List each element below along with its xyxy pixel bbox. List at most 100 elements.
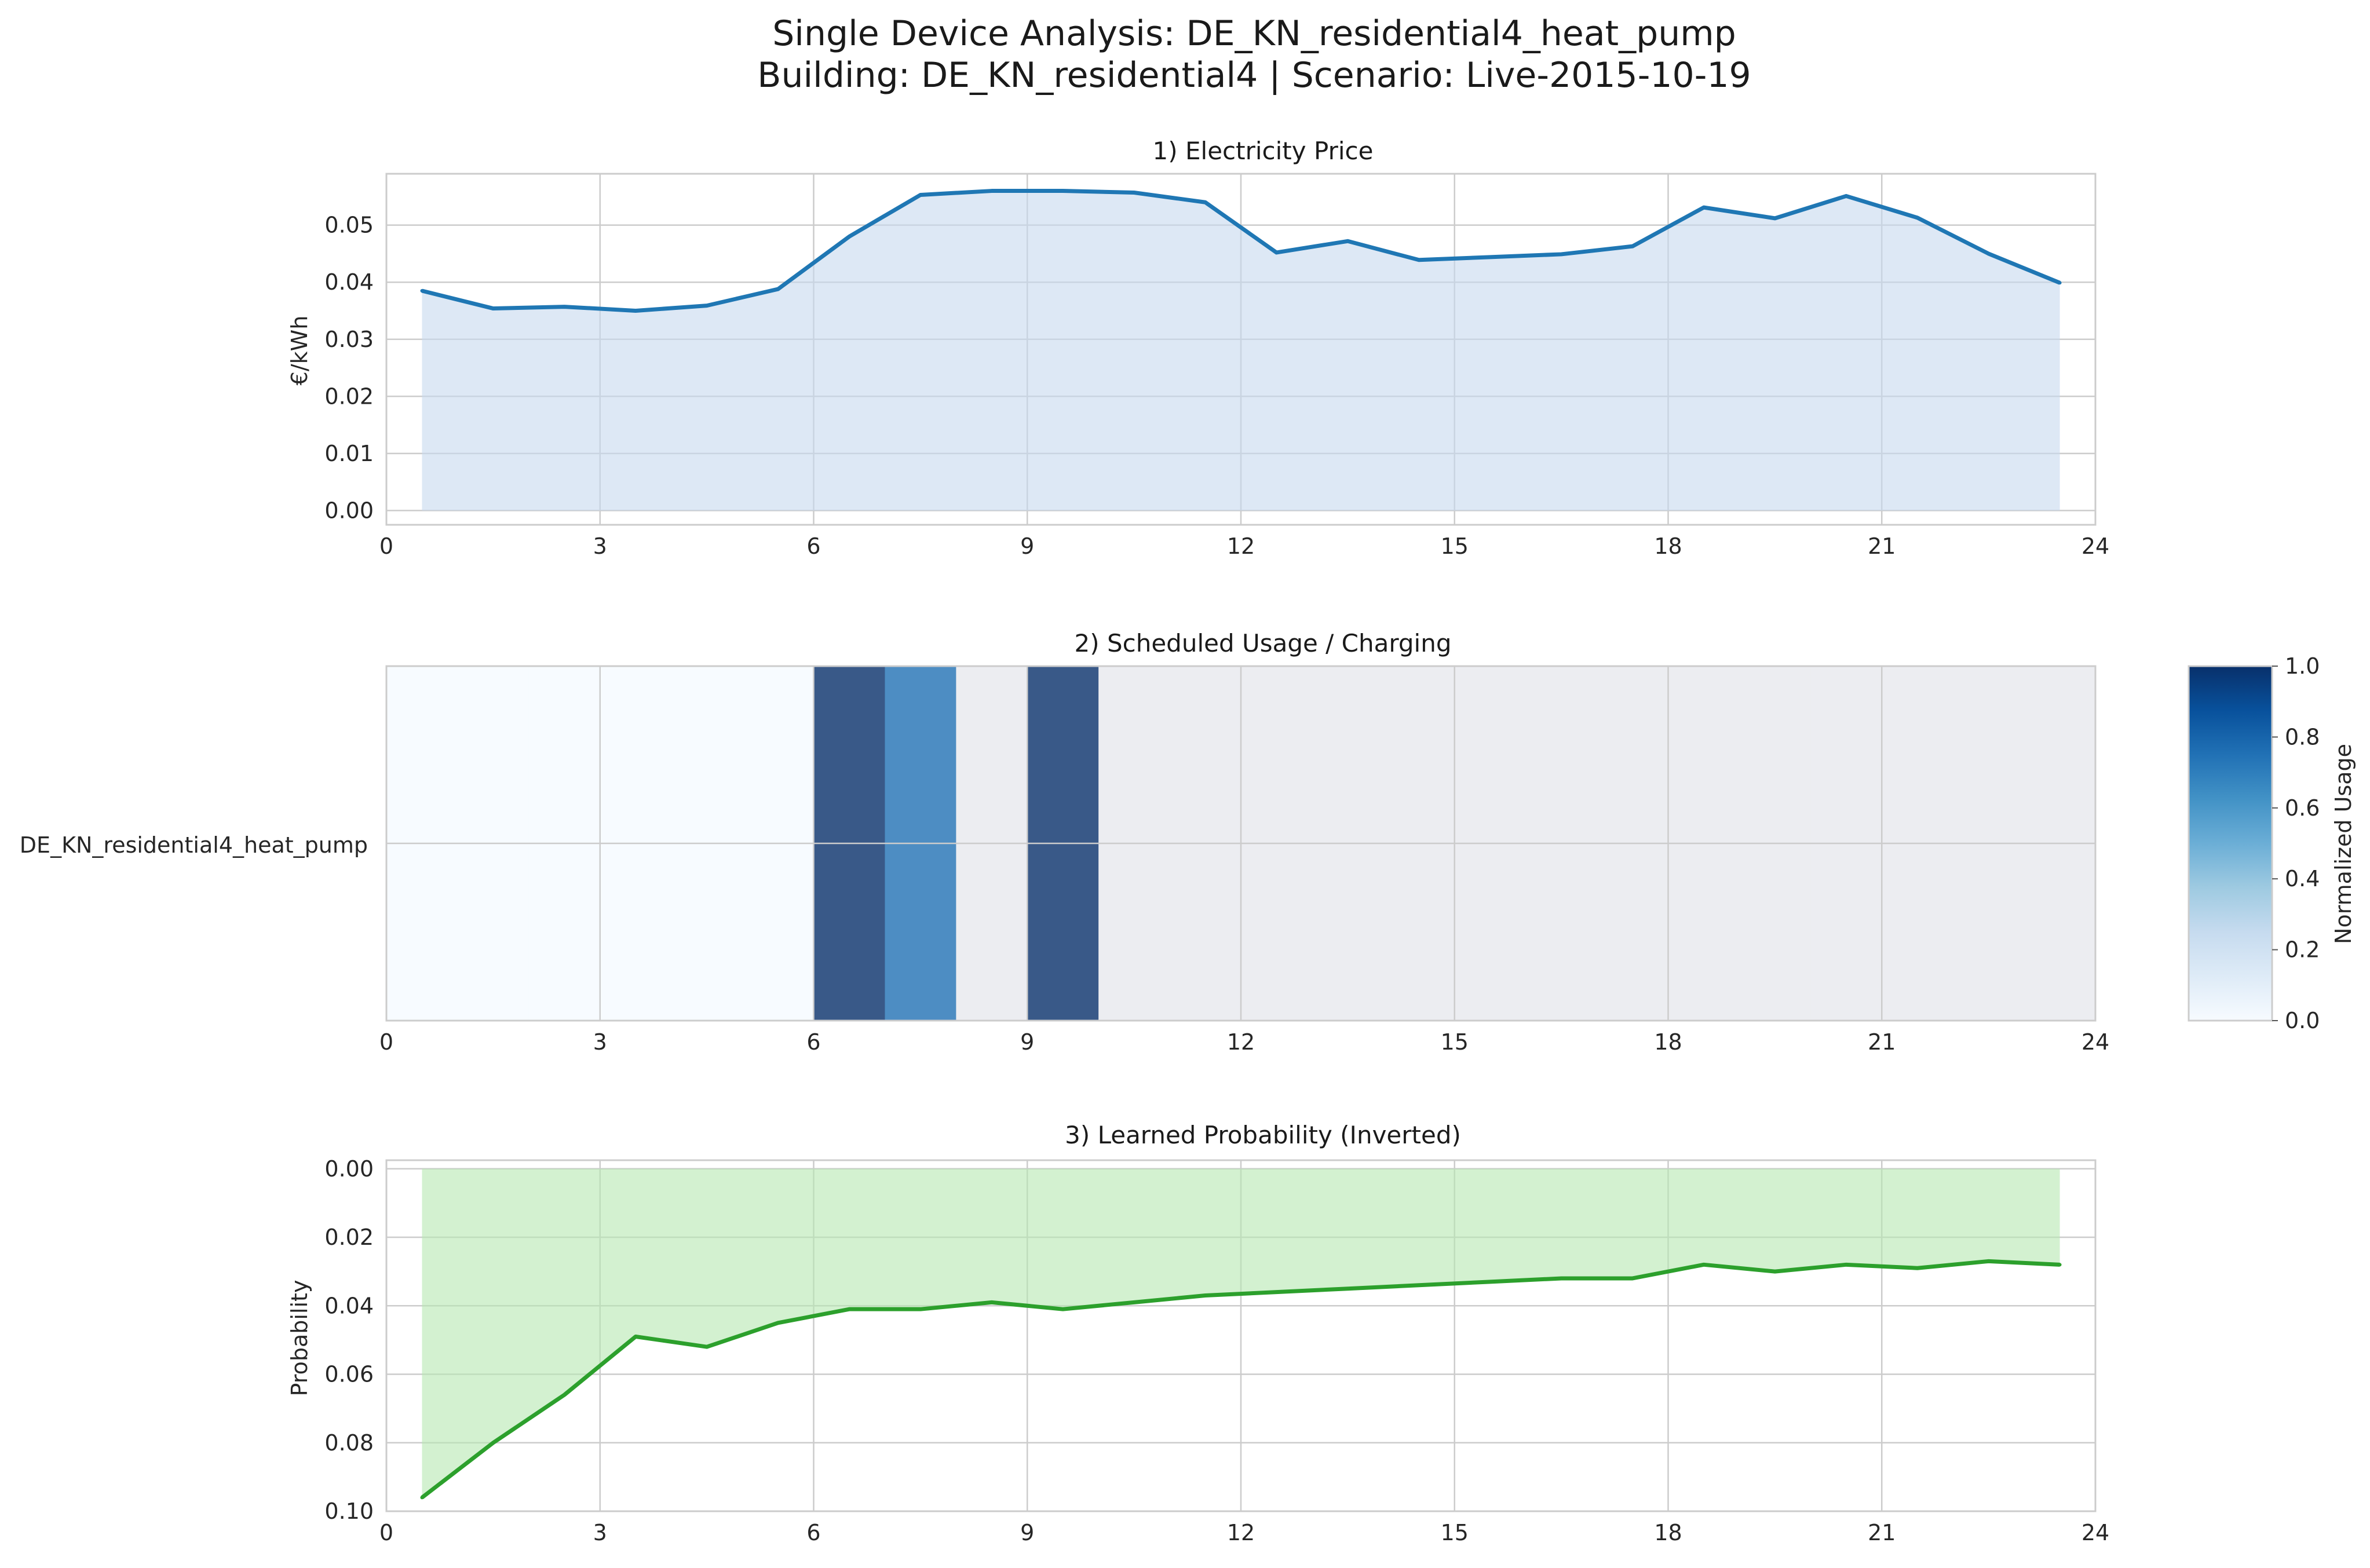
usage-panel: 2) Scheduled Usage / Charging 0 3 6 9 12 15 18…: [20, 629, 2356, 1055]
probability-area-fill: [422, 1168, 2060, 1498]
price-x-tick-label: 21: [1868, 533, 1896, 559]
usage-x-tick-label: 9: [1020, 1029, 1034, 1055]
colorbar-tick-label: 0.0: [2285, 1008, 2320, 1033]
colorbar-frame: [2188, 665, 2273, 1022]
probability-data-point: [1915, 1266, 1919, 1270]
figure-title-line1: Single Device Analysis: DE_KN_residentia…: [772, 13, 1736, 54]
probability-data-point: [989, 1300, 994, 1304]
probability-y-tick-label: 0.02: [324, 1225, 374, 1250]
probability-data-point: [1203, 1293, 1207, 1297]
price-panel-title: 1) Electricity Price: [1153, 137, 1374, 165]
price-y-tick-label: 0.02: [324, 383, 374, 409]
probability-series-line: [421, 1259, 2060, 1500]
price-y-tick-label: 0.01: [324, 441, 374, 466]
price-data-point: [1701, 206, 1706, 210]
usage-x-tick-label: 0: [379, 1029, 393, 1055]
price-data-point: [1773, 216, 1777, 220]
probability-y-tick-label: 0.04: [324, 1293, 374, 1318]
probability-data-point: [1773, 1270, 1777, 1274]
probability-y-tick-label: 0.08: [324, 1430, 374, 1456]
probability-y-tick-label: 0.10: [324, 1498, 374, 1524]
colorbar-label: Normalized Usage: [2331, 744, 2356, 944]
probability-x-tick-label: 18: [1654, 1520, 1682, 1545]
price-y-tick-label: 0.04: [324, 269, 374, 295]
price-area-fill: [422, 191, 2060, 511]
price-y-tick-label: 0.03: [324, 327, 374, 352]
price-data-point: [1488, 255, 1492, 259]
probability-y-axis-label: Probability: [287, 1280, 312, 1397]
price-data-point: [1560, 252, 1564, 256]
heatmap-row-label: DE_KN_residential4_heat_pump: [20, 832, 368, 858]
price-panel: 1) Electricity Price 0.00 0.01 0.02 0.03 0.0…: [287, 137, 2109, 559]
price-data-point: [776, 287, 780, 291]
price-x-tick-label: 9: [1020, 533, 1034, 559]
price-data-point: [2058, 281, 2062, 285]
price-y-axis-label: €/kWh: [287, 316, 312, 386]
probability-y-tick-label: 0.06: [324, 1362, 374, 1387]
probability-data-point: [1844, 1263, 1848, 1267]
colorbar: 0.0 0.2 0.4 0.6 0.8 1.0: [2188, 653, 2320, 1033]
probability-panel: 3) Learned Probability (Inverted) 0.00 0.…: [287, 1121, 2109, 1545]
probability-frame: [385, 1159, 2097, 1512]
probability-x-tick-label: 24: [2081, 1520, 2109, 1545]
price-x-tick-label: 15: [1441, 533, 1469, 559]
price-frame: [385, 173, 2097, 526]
price-data-point: [563, 305, 567, 309]
probability-panel-title: 3) Learned Probability (Inverted): [1065, 1121, 1461, 1149]
usage-x-tick-label: 3: [593, 1029, 607, 1055]
price-data-point: [705, 304, 709, 308]
probability-data-point: [1417, 1283, 1421, 1287]
usage-x-tick-label: 21: [1868, 1029, 1896, 1055]
price-x-tick-label: 3: [593, 533, 607, 559]
price-data-point: [1132, 191, 1136, 195]
price-x-tick-label: 18: [1654, 533, 1682, 559]
usage-frame: [385, 665, 2097, 1022]
colorbar-tick-label: 0.6: [2285, 795, 2320, 821]
probability-data-point: [2058, 1263, 2062, 1267]
price-data-point: [1844, 194, 1848, 198]
probability-data-point: [1631, 1276, 1635, 1280]
probability-data-point: [1701, 1263, 1706, 1267]
price-data-point: [491, 306, 495, 310]
probability-data-point: [420, 1496, 424, 1500]
price-series-line: [421, 189, 2061, 313]
probability-x-tick-label: 6: [806, 1520, 820, 1545]
probability-data-point: [1132, 1300, 1136, 1304]
usage-x-tick-label: 12: [1227, 1029, 1255, 1055]
usage-panel-title: 2) Scheduled Usage / Charging: [1075, 629, 1452, 657]
price-data-point: [634, 309, 638, 313]
colorbar-gradient: [2189, 666, 2272, 1021]
probability-data-point: [847, 1307, 851, 1311]
probability-data-point: [918, 1307, 922, 1311]
usage-x-tick-label: 15: [1441, 1029, 1469, 1055]
probability-y-tick-label: 0.00: [324, 1156, 374, 1182]
probability-data-point: [776, 1321, 780, 1325]
price-x-tick-label: 6: [806, 533, 820, 559]
probability-data-point: [1346, 1286, 1350, 1291]
price-data-point: [420, 289, 424, 293]
usage-x-tick-label: 24: [2081, 1029, 2109, 1055]
price-data-point: [1203, 200, 1207, 204]
price-y-tick-label: 0.00: [324, 498, 374, 523]
probability-plot-area: 0.00 0.02 0.04 0.06 0.08 0.100 3 6 9 12 15 18 21 24: [324, 1156, 2109, 1545]
probability-data-point: [634, 1335, 638, 1339]
price-data-point: [1986, 251, 1991, 255]
price-data-point: [1061, 189, 1065, 193]
price-data-point: [1346, 239, 1350, 243]
figure-title-line2: Building: DE_KN_residential4 | Scenario:…: [757, 55, 1751, 96]
probability-data-point: [1275, 1290, 1279, 1294]
probability-x-tick-label: 9: [1020, 1520, 1034, 1545]
usage-x-tick-label: 6: [806, 1029, 820, 1055]
usage-x-tick-label: 18: [1654, 1029, 1682, 1055]
probability-x-tick-label: 15: [1441, 1520, 1469, 1545]
probability-x-tick-label: 0: [379, 1520, 393, 1545]
probability-data-point: [1488, 1280, 1492, 1284]
price-plot-area: 0.00 0.01 0.02 0.03 0.04 0.05 0 3 6 9 12 15 18 21 24: [324, 173, 2109, 559]
price-x-tick-label: 24: [2081, 533, 2109, 559]
price-x-tick-label: 0: [379, 533, 393, 559]
price-data-point: [1631, 244, 1635, 248]
probability-data-point: [1560, 1276, 1564, 1280]
probability-data-point: [1061, 1307, 1065, 1311]
colorbar-tick-label: 0.8: [2285, 724, 2320, 750]
